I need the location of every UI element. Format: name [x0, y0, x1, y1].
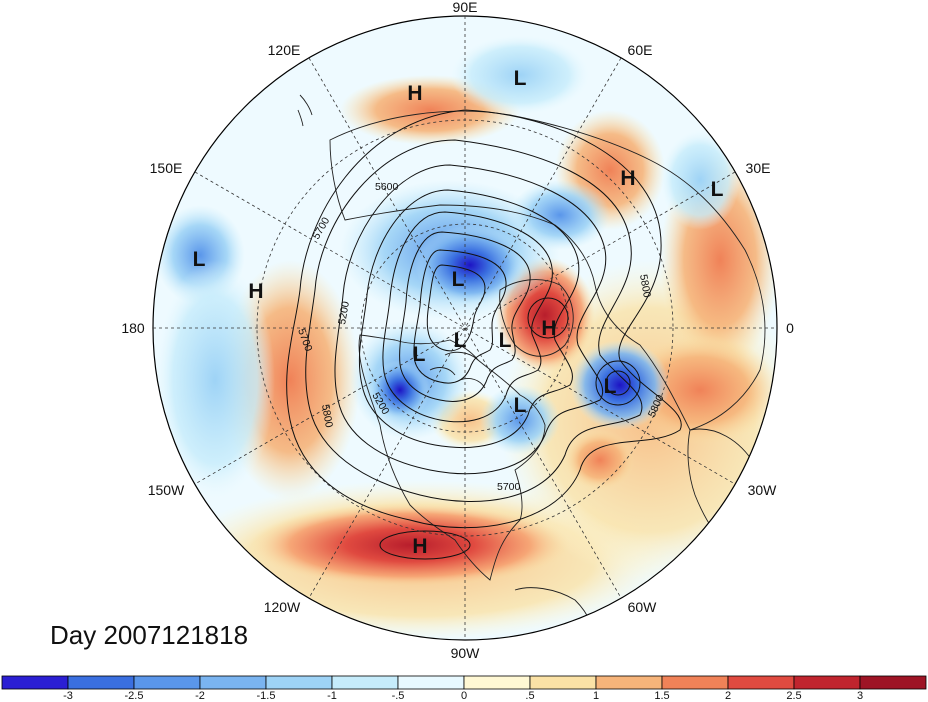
- lon-label-30e: 30E: [746, 160, 771, 176]
- meridian-60-240: [308, 57, 622, 599]
- meridian-120-300: [308, 57, 622, 599]
- lon-label-90w: 90W: [451, 645, 481, 661]
- contour-label: 5700: [497, 481, 521, 493]
- lon-label-60e: 60E: [628, 42, 653, 58]
- low-pressure-label: L: [499, 329, 512, 352]
- colorbar-swatch: [199, 675, 267, 690]
- graticule: [153, 16, 777, 640]
- colorbar-tick-label: -1.5: [257, 690, 276, 702]
- lon-label-150e: 150E: [150, 160, 183, 176]
- colorbar-swatch: [265, 675, 333, 690]
- lon-label-120e: 120E: [268, 42, 301, 58]
- high-pressure-label: H: [541, 317, 556, 340]
- contour-label: 5200: [336, 300, 352, 325]
- colorbar-tick-label: -1: [327, 690, 337, 702]
- meridian-150-330: [194, 171, 736, 485]
- lon-label-150w: 150W: [148, 482, 185, 498]
- height-contours: [286, 109, 682, 560]
- contour-5800-outer: [286, 109, 682, 529]
- low-pressure-label: L: [413, 343, 426, 366]
- high-pressure-label: H: [407, 82, 422, 105]
- anomaly-shading: [153, 16, 777, 640]
- japan-outline: [297, 94, 313, 127]
- colorbar-tick-label: .5: [525, 690, 534, 702]
- contour-low-atlantic: [595, 360, 641, 406]
- colorbar-swatch: [529, 675, 597, 690]
- contour-5200: [413, 249, 507, 384]
- low-pressure-label: L: [514, 67, 527, 90]
- low-pressure-label: L: [454, 329, 467, 352]
- low-pressure-label: L: [452, 268, 465, 291]
- colorbar-tick-label: -2: [195, 690, 205, 702]
- meridian-30-210: [194, 171, 736, 485]
- lon-label-0: 0: [786, 320, 794, 336]
- colorbar-swatch: [463, 675, 531, 690]
- date-label: Day 2007121818: [50, 620, 249, 650]
- low-pressure-label: L: [193, 248, 206, 271]
- colorbar-tick-label: 1: [593, 690, 599, 702]
- colorbar-swatch: [331, 675, 399, 690]
- colorbar-tick-label: 2.5: [786, 690, 801, 702]
- low-pressure-label: L: [711, 178, 724, 201]
- contour-5700: [305, 139, 643, 503]
- contour-low-atlantic-inner: [605, 370, 631, 396]
- north-america-outline: [358, 334, 546, 581]
- lon-label-180: 180: [121, 320, 145, 336]
- lon-label-30w: 30W: [748, 482, 778, 498]
- contour-high-mexico: [379, 530, 471, 560]
- colorbar-tick-label: 3: [857, 690, 863, 702]
- low-pressure-label: L: [604, 375, 617, 398]
- colorbar-swatch: [661, 675, 729, 690]
- contour-label: 5800: [637, 273, 653, 298]
- colorbar-tick-label: -.5: [392, 690, 405, 702]
- colorbar-swatch: [67, 675, 135, 690]
- lon-label-60w: 60W: [628, 599, 658, 615]
- lon-label-120w: 120W: [264, 599, 301, 615]
- colorbar-swatch: [1, 675, 69, 690]
- contour-high-greenland: [527, 297, 569, 339]
- contour-5100: [426, 264, 486, 352]
- lon-label-90e: 90E: [453, 0, 478, 15]
- colorbar-tick-label: 1.5: [654, 690, 669, 702]
- colorbar-tick-label: 2: [725, 690, 731, 702]
- greenland-outline: [499, 279, 574, 357]
- colorbar-swatch: [133, 675, 201, 690]
- contour-5500: [358, 189, 580, 448]
- contour-5600: [334, 164, 607, 475]
- colorbar-tick-label: -2.5: [125, 690, 144, 702]
- contour-label: 5600: [375, 181, 399, 193]
- high-pressure-label: H: [248, 280, 263, 303]
- colorbar-tick-label: 0: [461, 690, 467, 702]
- colorbar-swatch: [595, 675, 663, 690]
- colorbar-swatch: [397, 675, 465, 690]
- colorbar-swatch: [793, 675, 861, 690]
- high-pressure-label: H: [412, 535, 427, 558]
- colorbar-tick-label: -3: [63, 690, 73, 702]
- colorbar: -3 -2.5 -2 -1.5 -1 -.5 0 .5 1 1.5 2 2.5 3: [1, 675, 927, 702]
- high-pressure-label: H: [620, 167, 635, 190]
- low-pressure-label: L: [514, 394, 527, 417]
- colorbar-swatch: [727, 675, 795, 690]
- colorbar-swatch: [859, 675, 927, 690]
- contour-label: 5800: [319, 403, 335, 428]
- contour-5300: [399, 231, 531, 402]
- contour-5400: [382, 211, 553, 423]
